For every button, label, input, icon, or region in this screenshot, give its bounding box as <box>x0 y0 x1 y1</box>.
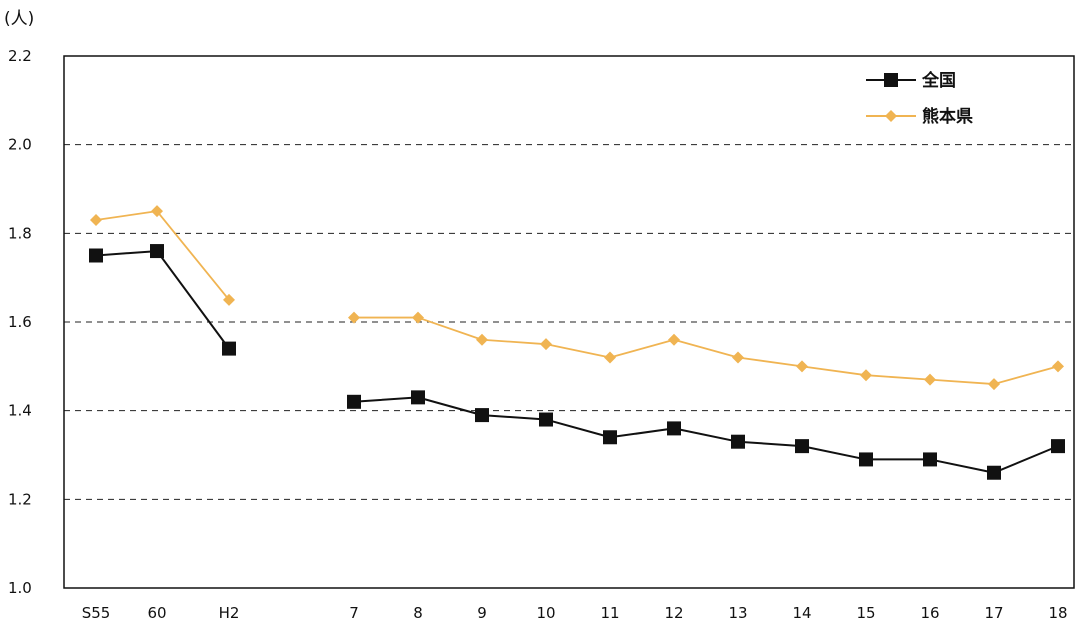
series-1-point-11 <box>860 369 872 382</box>
series-1-point-14 <box>1052 360 1064 373</box>
grid-lines <box>64 144 1074 500</box>
x-tick-label-12: 16 <box>920 604 939 622</box>
series-0-point-14 <box>1051 439 1065 454</box>
series-0 <box>89 244 1065 480</box>
series-0-point-9 <box>731 434 745 449</box>
series-0-point-1 <box>150 244 164 259</box>
x-tick-label-4: 8 <box>413 604 423 622</box>
x-tick-label-8: 12 <box>664 604 683 622</box>
series-1-point-13 <box>988 378 1000 391</box>
series-0-point-4 <box>411 390 425 405</box>
x-tick-label-10: 14 <box>792 604 811 622</box>
legend-marker-0 <box>884 73 898 87</box>
y-axis-ticks: 1.0 1.2 1.4 1.6 1.8 2.0 2.2 <box>8 47 32 597</box>
series-0-point-10 <box>795 439 809 454</box>
series-1-point-12 <box>924 373 936 386</box>
x-tick-label-11: 15 <box>856 604 875 622</box>
x-tick-label-5: 9 <box>477 604 487 622</box>
series-0-point-5 <box>475 408 489 423</box>
x-tick-label-9: 13 <box>728 604 747 622</box>
x-tick-label-2: H2 <box>219 604 240 622</box>
series-1-point-9 <box>732 351 744 364</box>
series-1-point-0 <box>90 214 102 227</box>
series-1 <box>90 205 1064 391</box>
x-tick-label-13: 17 <box>984 604 1003 622</box>
y-tick-label-3: 1.6 <box>8 313 32 331</box>
series-1-point-7 <box>604 351 616 364</box>
y-tick-label-6: 2.2 <box>8 47 32 65</box>
legend-label-0: 全国 <box>921 70 956 91</box>
x-tick-label-1: 60 <box>147 604 166 622</box>
series-0-point-12 <box>923 452 937 467</box>
series-0-point-7 <box>603 430 617 445</box>
series-1-point-2 <box>223 293 235 306</box>
y-tick-label-1: 1.2 <box>8 490 32 508</box>
series-0-point-8 <box>667 421 681 436</box>
y-tick-label-4: 1.8 <box>8 224 32 242</box>
series-0-line-1 <box>353 396 1059 474</box>
x-tick-label-14: 18 <box>1048 604 1067 622</box>
legend-label-1: 熊本県 <box>922 106 973 127</box>
series-1-point-10 <box>796 360 808 373</box>
x-tick-label-6: 10 <box>536 604 555 622</box>
series-0-point-0 <box>89 248 103 263</box>
y-tick-label-0: 1.0 <box>8 579 32 597</box>
x-tick-label-0: S55 <box>82 604 111 622</box>
series-0-point-13 <box>987 465 1001 480</box>
plot-frame <box>63 55 1075 589</box>
series-1-point-1 <box>151 205 163 218</box>
y-tick-label-5: 2.0 <box>8 136 32 154</box>
series-1-point-4 <box>412 311 424 324</box>
series-0-point-11 <box>859 452 873 467</box>
legend-marker-1 <box>885 110 897 122</box>
x-tick-label-3: 7 <box>349 604 359 622</box>
series-1-point-5 <box>476 333 488 346</box>
series-1-point-6 <box>540 338 552 351</box>
series-group <box>89 205 1065 480</box>
series-1-line-1 <box>354 316 1059 385</box>
y-tick-label-2: 1.4 <box>8 402 32 420</box>
series-1-point-3 <box>348 311 360 324</box>
series-0-point-6 <box>539 412 553 427</box>
series-0-point-2 <box>222 341 236 356</box>
series-0-point-3 <box>347 394 361 409</box>
x-axis-ticks: S55 60 H2 7 8 9 10 11 12 13 14 15 16 17 18 <box>82 604 1068 622</box>
x-tick-label-7: 11 <box>600 604 619 622</box>
series-1-point-8 <box>668 333 680 346</box>
y-axis-unit-label: (人) <box>4 9 34 29</box>
series-0-line-0 <box>95 250 230 350</box>
